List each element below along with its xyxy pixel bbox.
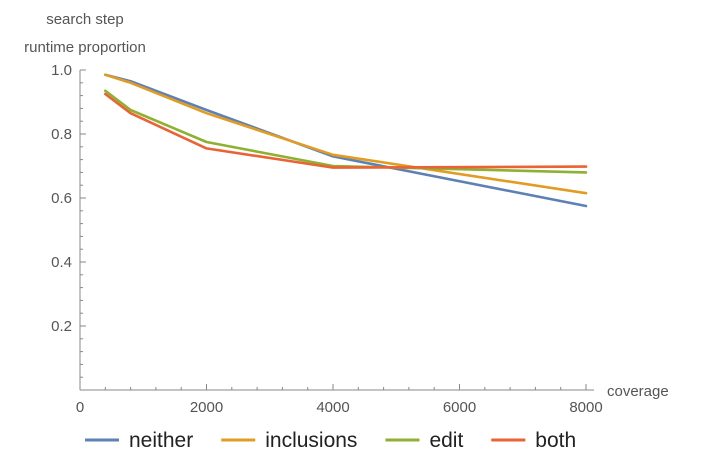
y-tick-label: 0.4 <box>51 254 72 271</box>
ticks: 0 2000 4000 6000 8000 0.2 0.4 0.6 0.8 1.0 <box>51 62 603 416</box>
axis-titles: search step runtime proportion coverage <box>24 11 669 400</box>
y-tick-label: 1.0 <box>51 62 72 79</box>
legend-label-neither: neither <box>129 429 193 452</box>
x-tick-label: 0 <box>76 399 84 416</box>
legend-label-both: both <box>535 429 576 452</box>
series-lines <box>104 73 588 208</box>
x-tick-label: 4000 <box>316 399 349 416</box>
legend-label-inclusions: inclusions <box>265 429 357 452</box>
y-axis-title-line-2: runtime proportion <box>24 39 146 56</box>
y-tick-label: 0.2 <box>51 318 72 335</box>
axes <box>79 70 594 391</box>
x-axis-title: coverage <box>607 383 669 400</box>
series-line-both <box>104 92 588 169</box>
x-tick-label: 8000 <box>569 399 602 416</box>
series-line-neither <box>104 73 588 208</box>
legend-label-edit: edit <box>429 429 463 452</box>
y-axis-title-line-1: search step <box>46 11 124 28</box>
x-tick-label: 2000 <box>190 399 223 416</box>
y-tick-label: 0.8 <box>51 126 72 143</box>
legend: neither inclusions edit both <box>85 429 576 452</box>
x-tick-label: 6000 <box>443 399 476 416</box>
y-tick-label: 0.6 <box>51 190 72 207</box>
